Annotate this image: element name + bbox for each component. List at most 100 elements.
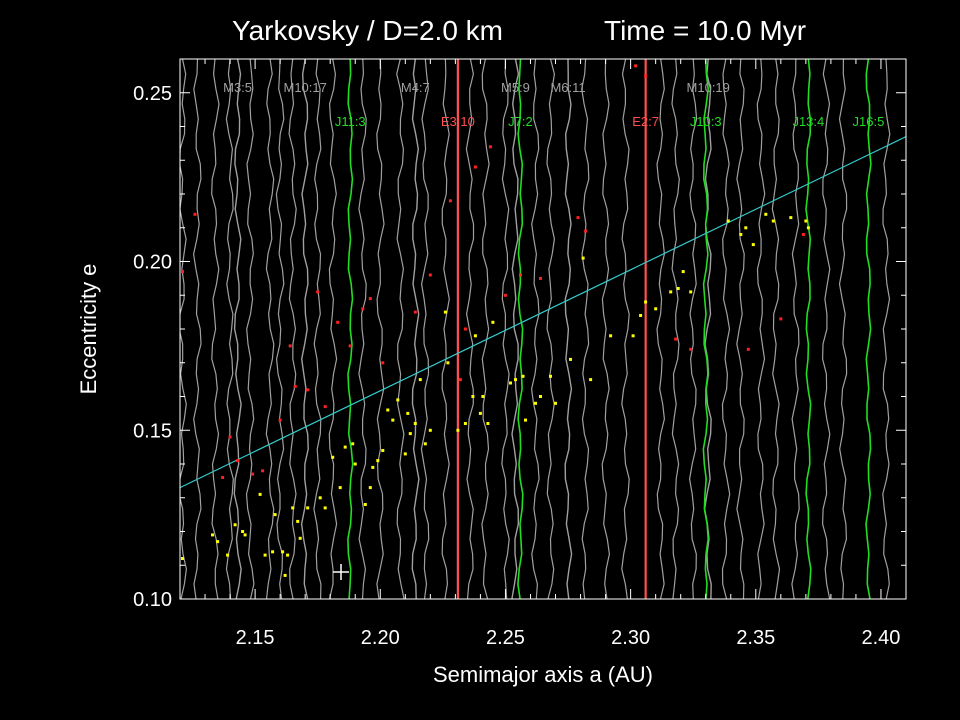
weak-resonance-line bbox=[621, 59, 630, 599]
data-point bbox=[251, 472, 255, 476]
weak-resonance-line bbox=[756, 59, 766, 599]
weak-resonance-line bbox=[688, 59, 698, 599]
weak-resonance-line bbox=[265, 59, 275, 599]
weak-resonance-line bbox=[420, 59, 430, 599]
data-point bbox=[336, 320, 340, 324]
data-point bbox=[576, 216, 580, 220]
data-point bbox=[521, 374, 525, 378]
data-point bbox=[418, 378, 422, 382]
resonance-label: M6:11 bbox=[550, 80, 585, 95]
data-point bbox=[386, 408, 390, 412]
data-point bbox=[428, 428, 432, 432]
weak-resonance-line bbox=[721, 59, 731, 599]
data-point bbox=[448, 199, 452, 203]
data-point bbox=[554, 401, 557, 405]
weak-resonance-line bbox=[481, 59, 490, 599]
weak-resonance-line bbox=[328, 59, 338, 599]
data-point bbox=[291, 506, 295, 510]
resonance-label: M10:19 bbox=[687, 80, 730, 95]
y-axis-ticks: 0.10 0.15 0.20 0.25 bbox=[133, 58, 906, 611]
weak-resonance-line bbox=[671, 59, 680, 599]
data-point bbox=[318, 496, 322, 500]
weak-resonance-line bbox=[211, 59, 220, 599]
data-point bbox=[323, 506, 327, 510]
data-point bbox=[639, 314, 643, 317]
data-point bbox=[473, 165, 477, 169]
resonance-label: J16:5 bbox=[853, 114, 885, 129]
resonance-line bbox=[347, 59, 354, 599]
data-point bbox=[654, 307, 658, 311]
data-point bbox=[539, 395, 542, 398]
data-point bbox=[406, 411, 410, 415]
data-point bbox=[413, 310, 417, 314]
cursor-crosshair-icon bbox=[333, 564, 349, 580]
data-point bbox=[273, 513, 277, 517]
data-points bbox=[181, 64, 810, 577]
resonance-label: J7:2 bbox=[508, 114, 533, 129]
data-point bbox=[271, 550, 275, 554]
data-point bbox=[806, 226, 810, 230]
resonance-labels: M3:5 M10:17 M4:7 M5:9 M6:11 M10:19 J11:3 J7:2 J1… bbox=[223, 80, 884, 129]
data-point bbox=[764, 212, 768, 216]
data-point bbox=[368, 486, 372, 490]
x-tick-label: 2.30 bbox=[611, 627, 650, 649]
resonance-line bbox=[702, 59, 710, 599]
data-point bbox=[263, 553, 267, 557]
data-point bbox=[338, 486, 342, 490]
data-point bbox=[413, 422, 417, 425]
resonance-label: M4:7 bbox=[401, 80, 430, 95]
data-point bbox=[491, 320, 495, 324]
data-point bbox=[233, 523, 237, 527]
weak-resonance-line bbox=[838, 59, 848, 599]
weak-resonance-line bbox=[581, 59, 590, 599]
y-tick-label: 0.10 bbox=[133, 589, 172, 611]
x-axis-ticks: 2.15 2.20 2.25 2.30 2.35 2.40 bbox=[179, 59, 907, 649]
data-point bbox=[423, 442, 427, 446]
data-point bbox=[408, 432, 412, 436]
resonance-label: J11:3 bbox=[335, 114, 366, 129]
weak-resonance-line bbox=[245, 59, 255, 599]
data-point bbox=[396, 398, 400, 402]
data-point bbox=[211, 533, 214, 537]
data-point bbox=[221, 476, 225, 479]
data-point bbox=[473, 334, 477, 338]
data-point bbox=[281, 550, 285, 554]
resonance-label: E2:7 bbox=[632, 114, 659, 129]
x-tick-label: 2.35 bbox=[736, 627, 775, 649]
data-point bbox=[478, 411, 482, 415]
data-point bbox=[746, 347, 750, 351]
fit-line-group bbox=[180, 136, 906, 489]
y-tick-label: 0.20 bbox=[133, 252, 172, 274]
data-point bbox=[534, 401, 537, 405]
resonance-label: M5:9 bbox=[501, 80, 530, 95]
weak-resonance-line bbox=[501, 59, 510, 599]
resonance-line bbox=[511, 59, 520, 599]
weak-resonance-line bbox=[192, 59, 202, 599]
data-point bbox=[376, 459, 380, 463]
weak-resonance-line bbox=[656, 59, 666, 599]
data-point bbox=[348, 344, 352, 348]
data-point bbox=[443, 310, 447, 314]
x-tick-label: 2.15 bbox=[236, 627, 275, 649]
data-point bbox=[509, 381, 512, 385]
data-point bbox=[283, 573, 287, 577]
data-point bbox=[381, 449, 385, 452]
weak-resonance-line bbox=[791, 59, 800, 599]
data-point bbox=[589, 378, 593, 382]
data-point bbox=[644, 74, 648, 78]
data-point bbox=[243, 533, 247, 537]
data-point bbox=[689, 347, 693, 351]
resonance-label: M3:5 bbox=[223, 80, 252, 95]
y-axis-title: Eccentricity e bbox=[76, 264, 101, 395]
data-point bbox=[456, 428, 460, 432]
data-point bbox=[306, 506, 310, 510]
weak-resonance-line bbox=[546, 59, 556, 599]
data-point bbox=[581, 256, 585, 260]
weak-resonance-line bbox=[530, 59, 540, 599]
data-point bbox=[306, 388, 310, 392]
resonance-line bbox=[300, 59, 309, 599]
data-point bbox=[293, 384, 297, 388]
data-point bbox=[361, 307, 365, 311]
data-point bbox=[316, 290, 320, 294]
